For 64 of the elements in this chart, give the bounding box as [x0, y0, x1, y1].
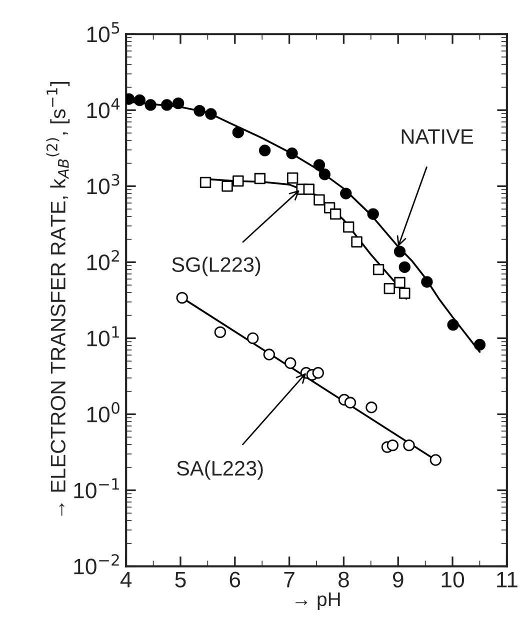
point — [284, 357, 296, 369]
point — [314, 194, 325, 206]
point — [366, 402, 378, 414]
point — [447, 318, 459, 331]
point — [474, 338, 486, 351]
y-tick-label: 10$^{5}$ — [87, 22, 120, 42]
point — [161, 99, 173, 111]
point — [430, 454, 442, 466]
x-tick-label: 5 — [175, 572, 186, 588]
point — [232, 126, 244, 138]
point — [144, 99, 156, 111]
point — [351, 236, 362, 248]
x-tick-label: 7 — [284, 572, 294, 588]
point — [247, 332, 259, 344]
point — [399, 288, 410, 299]
point — [222, 180, 233, 192]
point — [421, 276, 433, 288]
y-tick-label: 10$^{4}$ — [87, 98, 120, 118]
point — [134, 94, 146, 106]
point — [394, 246, 406, 258]
point — [313, 159, 326, 171]
point — [386, 439, 399, 452]
annotation: SA(L223) — [177, 460, 263, 480]
point — [194, 104, 206, 117]
point — [258, 144, 271, 156]
point — [367, 208, 379, 220]
x-tick-label: 10 — [442, 572, 464, 588]
x-tick-label: 11 — [497, 572, 518, 588]
point — [318, 168, 331, 180]
point — [200, 176, 212, 188]
x-axis-title: → pH — [296, 592, 340, 610]
point — [312, 367, 324, 379]
point — [398, 261, 410, 274]
point — [263, 348, 276, 360]
point — [205, 108, 217, 120]
point — [343, 221, 354, 233]
x-tick-label: 8 — [338, 572, 349, 588]
y-tick-label: 10$^{−2}$ — [74, 554, 119, 574]
point — [214, 326, 226, 338]
point — [232, 175, 244, 187]
point — [330, 208, 342, 220]
point — [172, 97, 184, 110]
x-tick-label: 9 — [392, 572, 404, 588]
y-axis-title: → ELECTRON TRANSFER RATE, k$_{AB}$$^{(2)}$, [s$^{−1}$] — [46, 82, 70, 516]
annotation: SG(L223) — [172, 256, 260, 276]
point — [372, 264, 384, 276]
y-tick-label: 10$^{1}$ — [87, 326, 120, 346]
y-tick-label: 10$^{−1}$ — [74, 478, 119, 498]
point — [394, 276, 406, 288]
annotation: NATIVE — [402, 129, 473, 144]
point — [344, 396, 356, 408]
x-tick-label: 4 — [120, 572, 132, 588]
point — [340, 188, 352, 200]
x-tick-label: 6 — [230, 572, 240, 588]
point — [254, 172, 266, 184]
y-tick-label: 10$^{2}$ — [87, 250, 119, 270]
y-tick-label: 10$^{3}$ — [87, 174, 120, 194]
point — [384, 282, 396, 294]
y-tick-label: 10$^{0}$ — [87, 402, 120, 422]
point — [286, 148, 298, 160]
point — [176, 292, 188, 304]
point — [286, 172, 298, 184]
point — [303, 184, 314, 195]
point — [403, 439, 415, 452]
